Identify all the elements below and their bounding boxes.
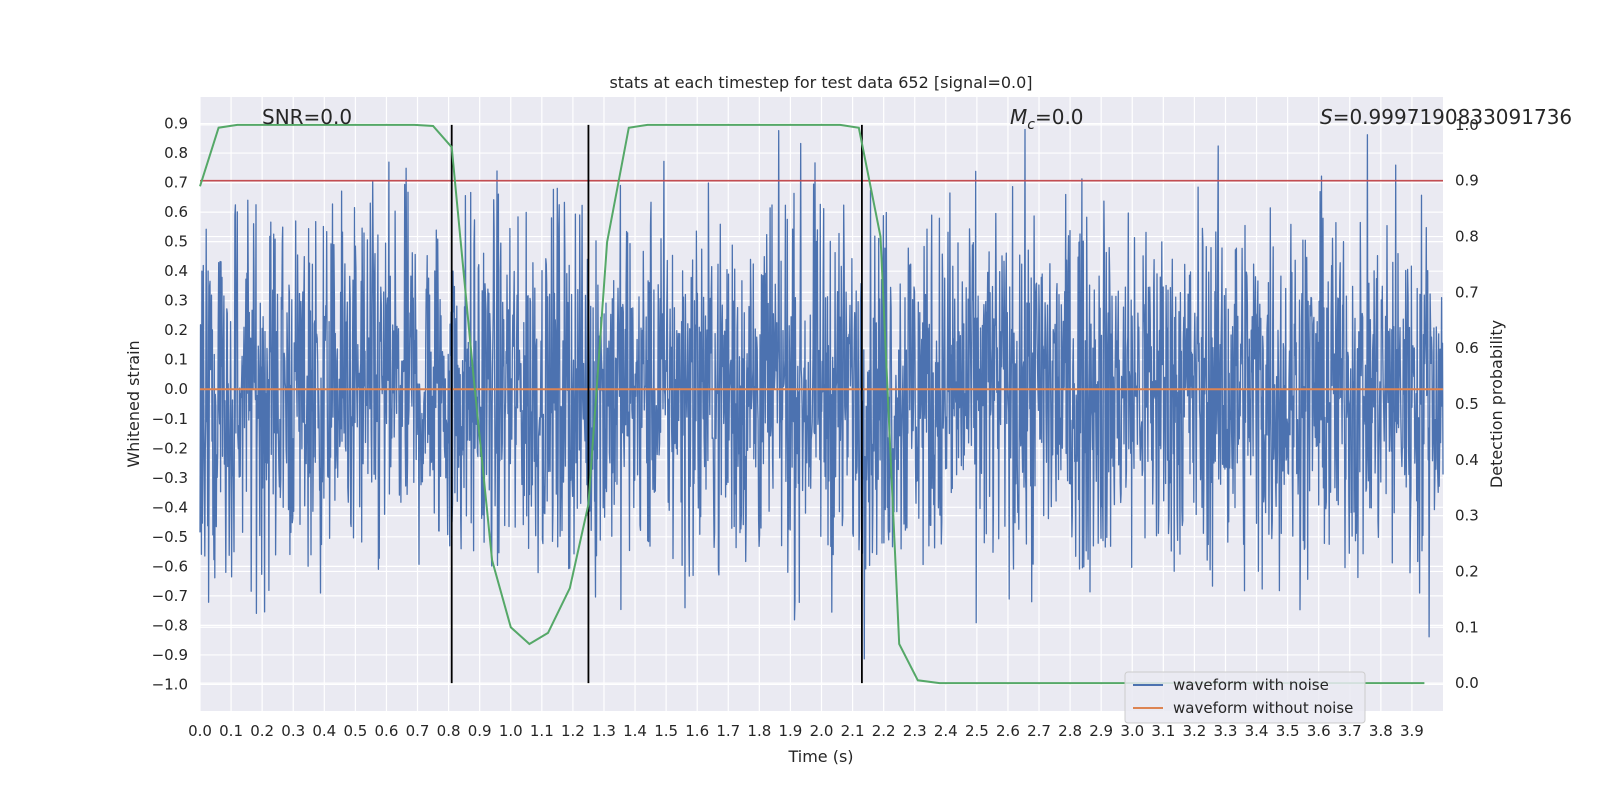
y-tick-label: 0.1 (164, 351, 188, 369)
x-tick-label: 1.7 (716, 722, 740, 740)
y-tick-label: −0.1 (152, 410, 188, 428)
x-tick-label: 2.0 (810, 722, 834, 740)
chart-title: stats at each timestep for test data 652… (609, 73, 1032, 92)
y-tick-label: −0.9 (152, 646, 188, 664)
y-tick-label: 0.6 (164, 203, 188, 221)
y-tick-label: −0.6 (152, 557, 188, 575)
x-tick-label: 1.4 (623, 722, 647, 740)
y-tick-label: −0.3 (152, 469, 188, 487)
y2-axis-label: Detection probability (1487, 320, 1506, 488)
x-tick-label: 0.7 (406, 722, 430, 740)
series-waveform-with-noise (199, 128, 1444, 660)
x-tick-label: 3.4 (1245, 722, 1269, 740)
x-tick-label: 3.3 (1214, 722, 1238, 740)
y-tick-label: −0.5 (152, 528, 188, 546)
x-tick-label: 1.5 (654, 722, 678, 740)
x-tick-label: 3.5 (1276, 722, 1300, 740)
x-tick-label: 0.5 (343, 722, 367, 740)
legend: waveform with noise waveform without noi… (1124, 671, 1366, 724)
y-tick-label: 0.4 (164, 262, 188, 280)
s-annotation: S=0.9997190833091736 (1320, 105, 1572, 129)
y-tick-label: −0.8 (152, 616, 188, 634)
y2-tick-label: 0.9 (1455, 172, 1479, 190)
legend-label-noise: waveform with noise (1173, 676, 1329, 694)
x-tick-label: 3.9 (1400, 722, 1424, 740)
x-tick-label: 0.6 (375, 722, 399, 740)
mc-subscript: c (1027, 117, 1035, 133)
y-tick-label: 0.2 (164, 321, 188, 339)
y2-tick-label: 0.4 (1455, 451, 1479, 469)
y-tick-label: −0.7 (152, 587, 188, 605)
x-tick-label: 2.5 (965, 722, 989, 740)
y2-tick-label: 0.8 (1455, 228, 1479, 246)
x-tick-label: 2.7 (1027, 722, 1051, 740)
y2-tick-label: 0.6 (1455, 339, 1479, 357)
legend-box (1124, 671, 1366, 724)
x-tick-label: 0.8 (437, 722, 461, 740)
y2-tick-label: 0.3 (1455, 507, 1479, 525)
s-value: =0.9997190833091736 (1333, 105, 1572, 129)
tick-labels: 0.0 0.1 0.2 0.3 0.4 0.5 0.6 0.7 0.8 0.9 1.0 1.1 1.2 1… (152, 115, 1479, 740)
x-tick-label: 0.9 (468, 722, 492, 740)
x-tick-label: 0.1 (219, 722, 243, 740)
s-symbol: S (1320, 105, 1333, 129)
y-tick-label: 0.8 (164, 144, 188, 162)
x-tick-label: 2.3 (903, 722, 927, 740)
y-tick-label: 0.9 (164, 115, 188, 133)
y-tick-label: 0.3 (164, 292, 188, 310)
y2-tick-label: 0.5 (1455, 395, 1479, 413)
x-tick-label: 3.0 (1120, 722, 1144, 740)
x-tick-label: 1.6 (685, 722, 709, 740)
x-tick-label: 1.3 (592, 722, 616, 740)
y2-tick-label: 0.7 (1455, 283, 1479, 301)
snr-annotation: SNR=0.0 (262, 105, 352, 129)
x-tick-label: 2.9 (1089, 722, 1113, 740)
x-tick-label: 1.2 (561, 722, 585, 740)
x-tick-label: 3.1 (1151, 722, 1175, 740)
mc-symbol: M (1010, 105, 1027, 129)
y-tick-label: −0.4 (152, 498, 188, 516)
x-tick-label: 1.0 (499, 722, 523, 740)
x-tick-label: 3.8 (1369, 722, 1393, 740)
x-tick-label: 0.3 (281, 722, 305, 740)
y2-tick-label: 0.1 (1455, 618, 1479, 636)
mc-value: =0.0 (1035, 105, 1084, 129)
y-tick-label: 0.0 (164, 380, 188, 398)
y2-tick-label: 0.0 (1455, 674, 1479, 692)
legend-label-clean: waveform without noise (1173, 699, 1353, 717)
mc-annotation: Mc=0.0 (1010, 105, 1084, 133)
y2-tick-label: 1.0 (1455, 116, 1479, 134)
noise-series (199, 128, 1444, 660)
x-tick-label: 0.2 (250, 722, 274, 740)
x-tick-label: 3.7 (1338, 722, 1362, 740)
x-tick-label: 2.6 (996, 722, 1020, 740)
x-tick-label: 2.8 (1058, 722, 1082, 740)
y2-tick-label: 0.2 (1455, 562, 1479, 580)
y-tick-label: 0.7 (164, 174, 188, 192)
y-tick-label: −0.2 (152, 439, 188, 457)
x-tick-label: 1.9 (778, 722, 802, 740)
y-tick-label: 0.5 (164, 233, 188, 251)
x-tick-label: 1.8 (747, 722, 771, 740)
x-tick-label: 0.0 (188, 722, 212, 740)
x-axis-label: Time (s) (787, 747, 853, 766)
x-tick-label: 2.1 (841, 722, 865, 740)
x-tick-label: 2.2 (872, 722, 896, 740)
x-tick-label: 0.4 (312, 722, 336, 740)
x-tick-label: 2.4 (934, 722, 958, 740)
y-axis-label: Whitened strain (124, 340, 143, 467)
y-tick-label: −1.0 (152, 675, 188, 693)
x-tick-label: 1.1 (530, 722, 554, 740)
x-tick-label: 3.2 (1182, 722, 1206, 740)
x-tick-label: 3.6 (1307, 722, 1331, 740)
